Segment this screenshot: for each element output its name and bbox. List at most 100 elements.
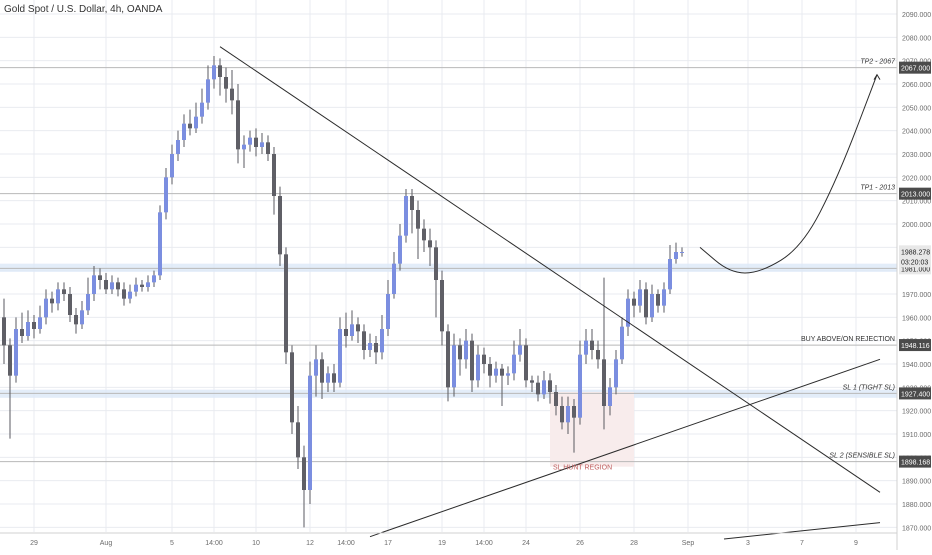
current-price-badge <box>899 245 931 268</box>
candle-body <box>422 228 426 241</box>
sl1-level-note: SL 1 (TIGHT SL) <box>843 384 895 391</box>
projection-curve <box>699 74 878 274</box>
tp2-level-badge <box>899 61 931 74</box>
candle-body <box>458 345 462 360</box>
candle-body <box>626 298 630 327</box>
x-tick-label: 14:00 <box>205 540 223 547</box>
buy-level-note: BUY ABOVE/ON REJECTION <box>801 336 895 343</box>
candle-body <box>662 289 666 306</box>
candle-body <box>272 154 276 196</box>
y-tick-label: 2080.000 <box>902 35 931 42</box>
x-tick-label: 10 <box>252 540 260 547</box>
sl-hunt-label: SL HUNT REGION <box>553 465 612 472</box>
candle-body <box>368 343 372 350</box>
ascending-trendline-lower <box>723 522 881 540</box>
candle-body <box>338 329 342 383</box>
candle-body <box>536 382 540 395</box>
candle-body <box>392 263 396 294</box>
candle-body <box>518 345 522 355</box>
candle-body <box>116 282 120 290</box>
candle-body <box>560 406 564 423</box>
candle-body <box>356 324 360 332</box>
tp2-level-badge-text: 2067.000 <box>901 66 930 73</box>
candle-body <box>428 240 432 248</box>
candle-body <box>176 140 180 154</box>
sl2-level-note: SL 2 (SENSIBLE SL) <box>829 453 895 460</box>
y-tick-label: 1940.000 <box>902 362 931 369</box>
x-tick-label: 5 <box>170 540 174 547</box>
candle-body <box>320 359 324 383</box>
candle-body <box>530 380 534 383</box>
candle-body <box>596 350 600 360</box>
candle-body <box>62 289 66 294</box>
candle-body <box>314 359 318 376</box>
candle-body <box>206 79 210 103</box>
candle-body <box>146 282 150 287</box>
candle-body <box>74 315 78 325</box>
y-tick-label: 1870.000 <box>902 525 931 532</box>
candle-body <box>578 354 582 418</box>
candle-body <box>572 406 576 418</box>
candle-body <box>548 380 552 392</box>
x-tick-label: 9 <box>854 540 858 547</box>
candle-body <box>362 331 366 350</box>
y-tick-label: 2030.000 <box>902 152 931 159</box>
candle-body <box>542 380 546 395</box>
candle-body <box>434 247 438 280</box>
candle-body <box>524 345 528 381</box>
y-tick-label: 1880.000 <box>902 502 931 509</box>
x-tick-label: 28 <box>630 540 638 547</box>
candle-body <box>644 289 648 318</box>
candle-body <box>332 373 336 383</box>
candle-body <box>194 116 198 129</box>
y-tick-label: 1910.000 <box>902 432 931 439</box>
sl2-level-badge <box>899 455 931 468</box>
x-tick-label: Aug <box>100 540 113 547</box>
candle-body <box>620 326 624 360</box>
candle-body <box>104 280 108 290</box>
candle-body <box>260 142 264 147</box>
candle-body <box>92 275 96 294</box>
y-tick-label: 2000.000 <box>902 222 931 229</box>
candle-body <box>224 77 228 89</box>
y-tick-label: 1920.000 <box>902 409 931 416</box>
candle-body <box>152 275 156 283</box>
candle-body <box>140 284 144 287</box>
candle-body <box>38 317 42 329</box>
candle-body <box>86 294 90 311</box>
y-tick-label: 2010.000 <box>902 199 931 206</box>
candle-body <box>380 329 384 353</box>
x-tick-label: 26 <box>576 540 584 547</box>
candle-body <box>26 322 30 336</box>
sl2-level-badge-text: 1898.168 <box>901 460 930 467</box>
candle-body <box>266 142 270 154</box>
candle-body <box>656 294 660 306</box>
x-tick-label: 29 <box>30 540 38 547</box>
ascending-trendline <box>369 358 881 538</box>
descending-trendline <box>219 46 881 493</box>
candle-body <box>308 375 312 490</box>
candle-body <box>2 317 6 346</box>
candle-body <box>554 392 558 406</box>
projection-arrowhead <box>873 73 881 80</box>
candle-body <box>20 329 24 336</box>
candle-body <box>416 210 420 229</box>
candle-body <box>326 373 330 383</box>
candle-body <box>32 322 36 329</box>
candle-body <box>608 387 612 406</box>
x-tick-label: 3 <box>746 540 750 547</box>
candle-body <box>68 294 72 315</box>
tp1-level-badge <box>899 187 931 200</box>
candle-body <box>218 65 222 77</box>
y-tick-label: 1970.000 <box>902 292 931 299</box>
candle-body <box>470 340 474 381</box>
candle-body <box>638 289 642 306</box>
y-tick-label: 2020.000 <box>902 175 931 182</box>
candle-body <box>14 329 18 376</box>
candle-body <box>284 254 288 353</box>
candle-body <box>230 88 234 101</box>
candle-body <box>50 298 54 304</box>
tp2-level-note: TP2 - 2067 <box>860 59 896 66</box>
